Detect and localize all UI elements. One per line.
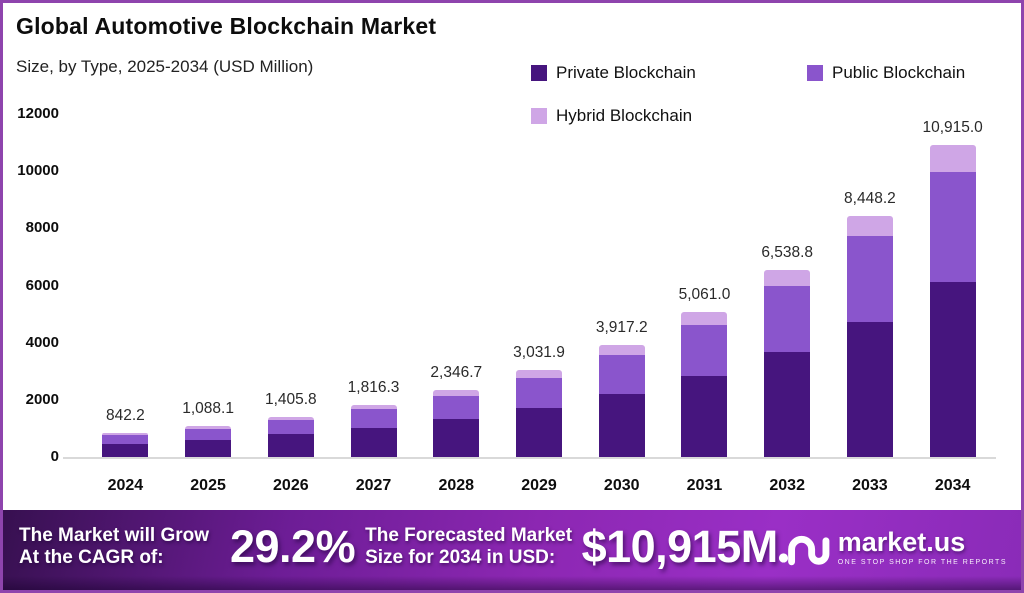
forecast-label: The Forecasted Market Size for 2034 in U… xyxy=(365,525,581,570)
brand-name: market.us xyxy=(837,526,966,557)
bar-segment-hybrid-blockchain xyxy=(598,345,645,355)
bar-segment-hybrid-blockchain xyxy=(185,425,232,429)
y-tick-label: 10000 xyxy=(17,162,59,180)
forecast-value: $10,915M xyxy=(581,521,779,572)
bar-total-label: 3,031.9 xyxy=(513,344,565,362)
x-axis-line xyxy=(63,457,996,459)
bar-total-label: 2,346.7 xyxy=(430,363,483,381)
bar-total-label: 10,915.0 xyxy=(922,119,983,136)
legend-item-hybrid: Hybrid Blockchain xyxy=(531,106,692,126)
legend-item-public: Public Blockchain xyxy=(807,63,965,83)
cagr-label-line1: The Market will Grow xyxy=(19,524,210,546)
brand-lockup: market.us ONE STOP SHOP FOR THE REPORTS xyxy=(778,526,1007,568)
x-tick-label: 2025 xyxy=(190,477,226,494)
bar-total-label: 1,088.1 xyxy=(182,399,234,417)
bar-total-label: 5,061.0 xyxy=(678,286,731,304)
forecast-label-line1: The Forecasted Market xyxy=(365,524,573,546)
legend-swatch-public xyxy=(807,65,823,81)
x-tick-label: 2031 xyxy=(686,477,723,494)
x-tick-label: 2028 xyxy=(438,477,475,494)
bar-segment-public-blockchain xyxy=(516,377,562,409)
y-tick-label: 0 xyxy=(50,448,59,465)
stacked-bar-chart: 0 2000 4000 6000 8000 10000 12000 842.2 2024 1,08… xyxy=(3,3,1021,590)
y-tick-label: 12000 xyxy=(17,105,59,122)
x-tick-label: 2034 xyxy=(934,477,971,494)
cagr-value: 29.2% xyxy=(230,521,356,572)
cagr-label-line2: At the CAGR of: xyxy=(19,547,164,568)
bar-segment-hybrid-blockchain xyxy=(516,370,562,378)
bar-segment-public-blockchain xyxy=(598,354,645,395)
bar-segment-public-blockchain xyxy=(846,236,893,322)
bar-segment-public-blockchain xyxy=(267,420,314,435)
bar-segment-public-blockchain xyxy=(350,409,397,428)
bar-segment-public-blockchain xyxy=(929,171,976,283)
chart-title: Global Automotive Blockchain Market xyxy=(16,13,437,39)
brand-text: market.us ONE STOP SHOP FOR THE REPORTS xyxy=(837,526,1007,566)
bar-segment-hybrid-blockchain xyxy=(350,405,397,410)
bar-segment-hybrid-blockchain xyxy=(433,389,480,396)
bar-segment-hybrid-blockchain xyxy=(846,215,893,237)
bar-segment-private-blockchain xyxy=(185,439,232,457)
bar-segment-public-blockchain xyxy=(102,434,149,444)
x-tick-label: 2033 xyxy=(852,477,888,494)
bar-segment-public-blockchain xyxy=(433,395,480,420)
chart-subtitle: Size, by Type, 2025-2034 (USD Million) xyxy=(16,57,314,76)
legend-swatch-hybrid xyxy=(531,108,547,124)
footer-banner: The Market will Grow At the CAGR of: 29.… xyxy=(3,510,1021,590)
bar-total-label: 3,917.2 xyxy=(595,319,648,337)
brand-tagline: ONE STOP SHOP FOR THE REPORTS xyxy=(837,558,1007,566)
legend-label-public: Public Blockchain xyxy=(832,63,966,82)
x-tick-label: 2029 xyxy=(521,477,557,494)
bar-segment-private-blockchain xyxy=(433,419,480,457)
x-tick-label: 2032 xyxy=(769,477,805,494)
bar-segment-private-blockchain xyxy=(267,434,314,457)
bar-segment-public-blockchain xyxy=(681,324,728,376)
bar-total-label: 1,816.3 xyxy=(347,379,400,397)
legend-swatch-private xyxy=(531,65,547,81)
y-tick-label: 8000 xyxy=(25,219,59,237)
bar-segment-private-blockchain xyxy=(764,352,811,457)
y-tick-label: 6000 xyxy=(25,276,59,294)
y-tick-label: 4000 xyxy=(25,333,59,351)
bar-segment-private-blockchain xyxy=(846,321,893,457)
y-tick-label: 2000 xyxy=(25,390,59,408)
bar-segment-private-blockchain xyxy=(929,282,976,457)
bar-segment-private-blockchain xyxy=(598,394,645,457)
bar-segment-public-blockchain xyxy=(185,428,232,440)
bar-segment-private-blockchain xyxy=(102,443,149,457)
bar-segment-hybrid-blockchain xyxy=(102,432,149,435)
bar-segment-hybrid-blockchain xyxy=(681,312,728,325)
legend-label-private: Private Blockchain xyxy=(556,63,696,82)
bar-segment-public-blockchain xyxy=(764,285,811,353)
x-tick-label: 2030 xyxy=(603,477,640,494)
bar-segment-hybrid-blockchain xyxy=(267,416,314,421)
bar-segment-hybrid-blockchain xyxy=(764,270,811,286)
bar-total-label: 842.2 xyxy=(105,406,145,424)
forecast-label-line2: Size for 2034 in USD: xyxy=(365,547,556,568)
x-tick-label: 2024 xyxy=(107,477,144,494)
x-tick-label: 2026 xyxy=(273,477,309,494)
bar-segment-private-blockchain xyxy=(350,427,397,457)
bar-total-label: 1,405.8 xyxy=(264,390,317,408)
x-tick-label: 2027 xyxy=(355,477,392,494)
bar-total-label: 6,538.8 xyxy=(761,244,814,262)
marketus-logo-icon xyxy=(778,535,830,566)
bar-segment-private-blockchain xyxy=(516,408,562,457)
legend-label-hybrid: Hybrid Blockchain xyxy=(556,106,693,125)
bar-segment-private-blockchain xyxy=(681,375,728,457)
cagr-label: The Market will Grow At the CAGR of: xyxy=(19,525,230,570)
bar-total-label: 8,448.2 xyxy=(844,189,896,207)
bar-segment-hybrid-blockchain xyxy=(929,145,976,172)
legend-item-private: Private Blockchain xyxy=(531,63,696,83)
